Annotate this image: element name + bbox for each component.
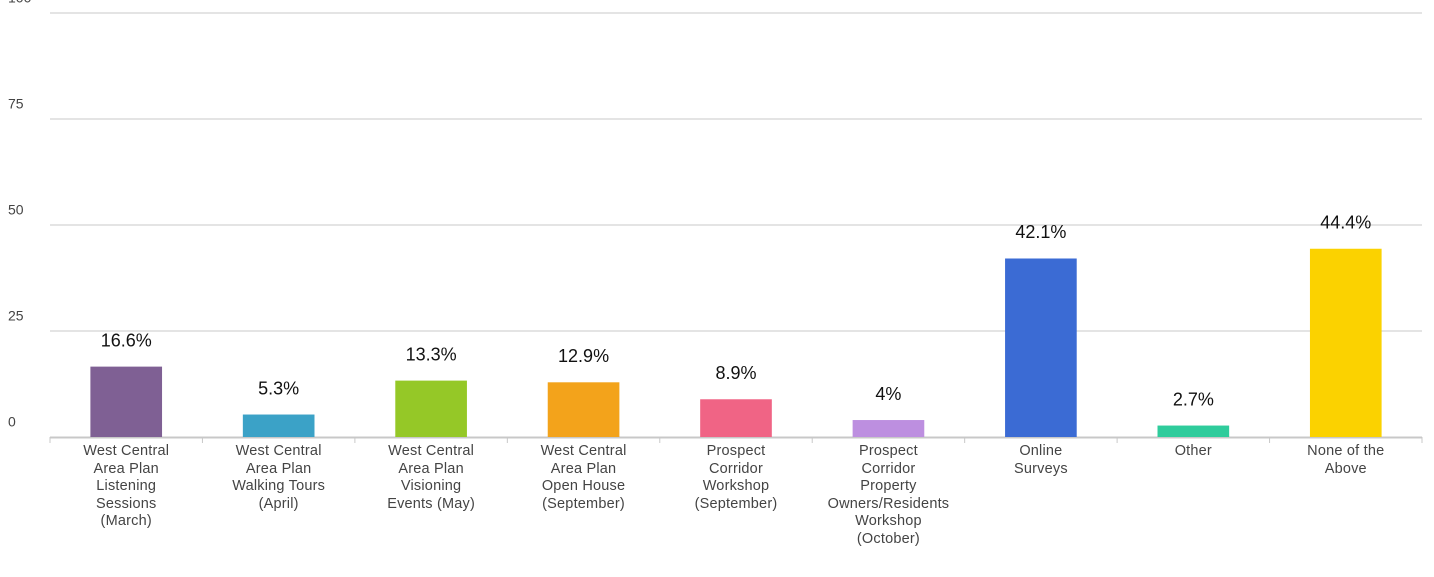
y-tick-label: 0 — [8, 414, 16, 430]
y-tick-label: 100 — [8, 0, 32, 6]
x-tick-label: None of the Above — [1307, 443, 1385, 477]
x-tick-label: West Central Area Plan Walking Tours (Ap… — [232, 443, 326, 512]
bar — [1005, 258, 1077, 437]
bar — [395, 380, 467, 437]
value-label: 16.6% — [101, 330, 152, 350]
value-label: 4% — [875, 384, 901, 404]
x-tick-label: West Central Area Plan Open House (Septe… — [540, 443, 627, 512]
x-tick-label: West Central Area Plan Visioning Events … — [387, 443, 476, 512]
x-tick-label: West Central Area Plan Listening Session… — [83, 443, 170, 529]
bar — [700, 399, 772, 437]
x-tick-label: Online Surveys — [1013, 443, 1068, 477]
x-tick-label: Prospect Corridor Property Owners/Reside… — [827, 443, 950, 547]
value-label: 5.3% — [258, 378, 299, 398]
bar — [547, 382, 620, 437]
bar — [1157, 425, 1230, 437]
value-label: 42.1% — [1015, 222, 1066, 242]
x-tick-label: Other — [1174, 443, 1212, 459]
y-tick-label: 25 — [8, 308, 24, 324]
value-label: 2.7% — [1173, 389, 1214, 409]
bar — [1309, 248, 1382, 437]
bar — [90, 366, 163, 437]
value-label: 44.4% — [1320, 212, 1371, 232]
bar — [852, 420, 925, 437]
y-tick-label: 75 — [8, 96, 24, 112]
x-tick-label: Prospect Corridor Workshop (September) — [694, 443, 778, 512]
value-label: 13.3% — [406, 344, 457, 364]
bar — [242, 414, 315, 437]
value-label: 8.9% — [715, 363, 756, 383]
value-label: 12.9% — [558, 346, 609, 366]
y-tick-label: 50 — [8, 202, 24, 218]
